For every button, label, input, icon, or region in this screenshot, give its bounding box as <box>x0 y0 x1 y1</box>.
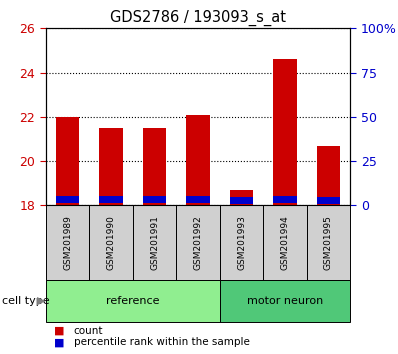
Text: ▶: ▶ <box>37 296 45 306</box>
Bar <box>186 115 210 205</box>
Text: ■: ■ <box>54 337 64 347</box>
Text: motor neuron: motor neuron <box>247 296 323 306</box>
Bar <box>273 196 297 203</box>
Bar <box>220 280 350 322</box>
Text: GSM201994: GSM201994 <box>281 215 289 270</box>
Bar <box>133 205 176 280</box>
Text: GSM201990: GSM201990 <box>107 215 115 270</box>
Bar <box>56 117 80 205</box>
Text: GSM201991: GSM201991 <box>150 215 159 270</box>
Bar <box>230 197 254 204</box>
Bar <box>99 128 123 205</box>
Bar <box>230 190 254 205</box>
Bar <box>99 196 123 203</box>
Bar <box>307 205 350 280</box>
Text: cell type: cell type <box>2 296 50 306</box>
Text: GSM201993: GSM201993 <box>237 215 246 270</box>
Text: ■: ■ <box>54 326 64 336</box>
Bar <box>263 205 307 280</box>
Bar <box>316 197 340 204</box>
Title: GDS2786 / 193093_s_at: GDS2786 / 193093_s_at <box>110 9 286 25</box>
Text: reference: reference <box>106 296 160 306</box>
Bar <box>46 280 220 322</box>
Bar <box>142 196 166 203</box>
Bar <box>316 145 340 205</box>
Text: percentile rank within the sample: percentile rank within the sample <box>74 337 250 347</box>
Text: GSM201989: GSM201989 <box>63 215 72 270</box>
Bar <box>186 196 210 203</box>
Bar <box>46 205 89 280</box>
Bar <box>56 196 80 203</box>
Text: count: count <box>74 326 103 336</box>
Bar <box>89 205 133 280</box>
Bar <box>220 205 263 280</box>
Bar <box>273 59 297 205</box>
Bar <box>176 205 220 280</box>
Bar <box>142 128 166 205</box>
Text: GSM201995: GSM201995 <box>324 215 333 270</box>
Text: GSM201992: GSM201992 <box>193 215 203 270</box>
